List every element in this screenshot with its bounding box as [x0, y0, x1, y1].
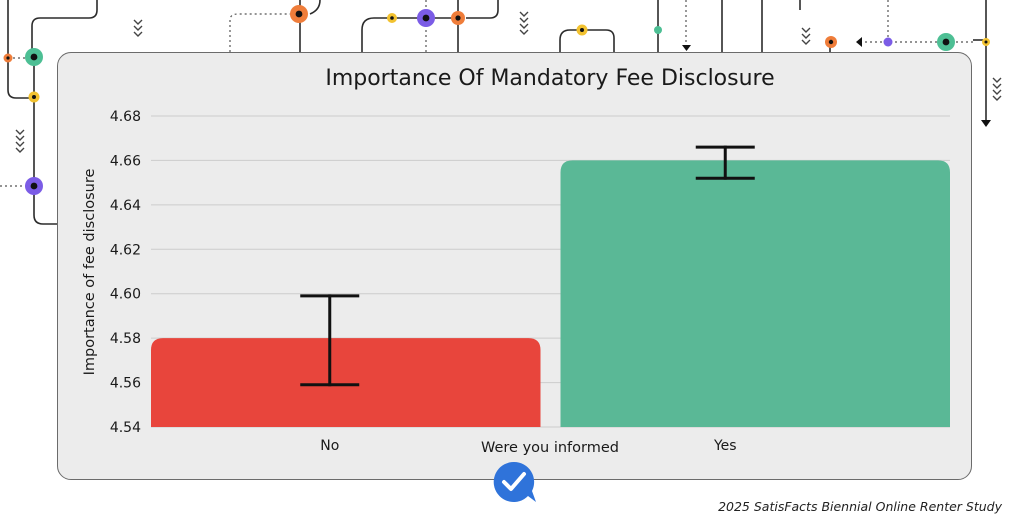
arrow-heads [682, 37, 991, 127]
y-tick-label: 4.64 [110, 198, 141, 214]
y-tick-label: 4.60 [110, 287, 141, 303]
bars [151, 160, 950, 427]
circuit-lines [7, 0, 987, 225]
circuit-nodes [3, 5, 990, 195]
error-bar-yes [695, 145, 755, 180]
y-tick-labels: 4.54 4.56 4.58 4.60 4.62 4.64 4.66 4.68 [110, 109, 141, 436]
y-tick-label: 4.66 [110, 153, 141, 169]
x-tick-labels: No Yes [320, 438, 736, 454]
chart-title: Importance Of Mandatory Fee Disclosure [325, 66, 774, 91]
bar-no [151, 338, 541, 427]
chevron-arrows [15, 11, 1002, 153]
checkmark-chat-bubble-icon [493, 461, 536, 502]
y-tick-label: 4.58 [110, 331, 141, 347]
x-axis-label: Were you informed [481, 440, 619, 456]
x-tick-label-yes: Yes [713, 438, 737, 454]
y-tick-label: 4.68 [110, 109, 141, 125]
error-bar-no [300, 294, 360, 387]
y-tick-label: 4.56 [110, 376, 141, 392]
bar-yes [560, 160, 950, 427]
fee-disclosure-bar-chart: Importance Of Mandatory Fee Disclosure 4… [82, 66, 950, 456]
error-bars [300, 145, 755, 387]
y-tick-label: 4.54 [110, 420, 141, 436]
y-axis-label: Importance of fee disclosure [82, 169, 98, 376]
y-tick-label: 4.62 [110, 242, 141, 258]
footer-source-note: 2025 SatisFacts Biennial Online Renter S… [718, 499, 1002, 514]
x-tick-label-no: No [320, 438, 339, 454]
